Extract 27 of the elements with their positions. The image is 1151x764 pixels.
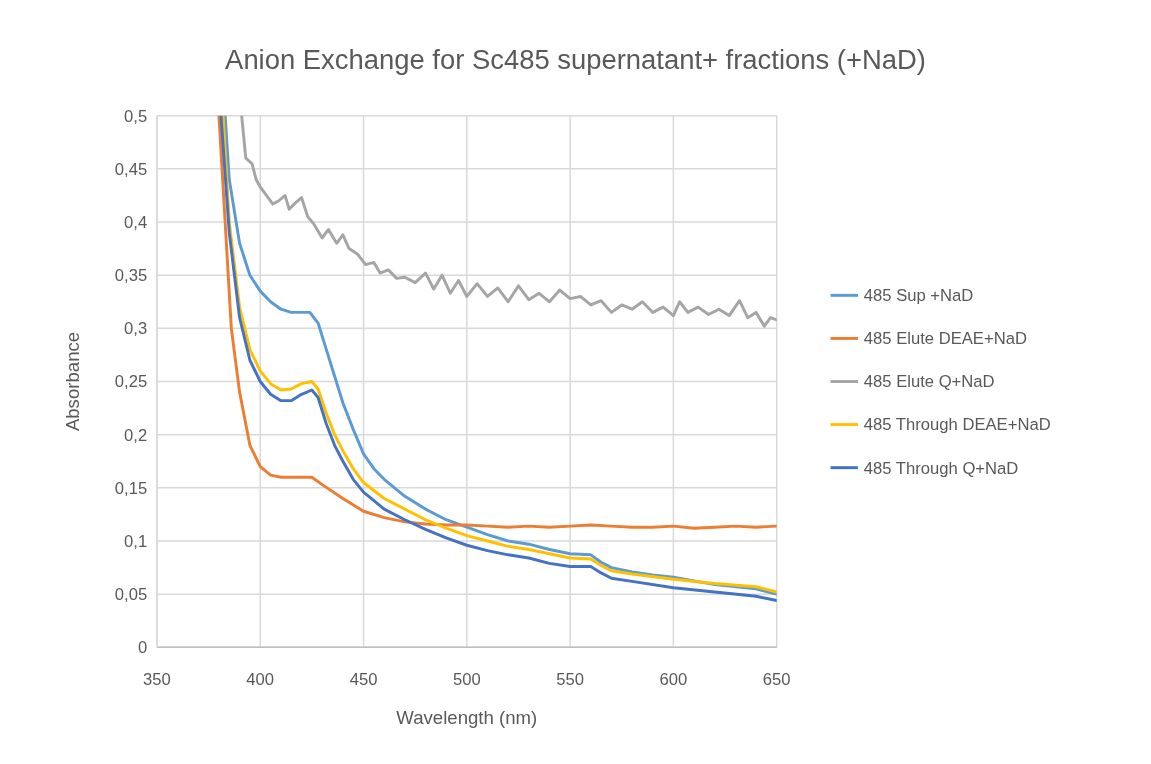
y-tick-label: 0,4 [124, 212, 148, 232]
y-tick-label: 0,05 [114, 585, 148, 605]
x-tick-label: 550 [556, 669, 584, 689]
y-tick-label: 0,2 [124, 425, 148, 445]
x-tick-label: 500 [452, 669, 481, 689]
legend-label: 485 Elute DEAE+NaD [863, 329, 1027, 349]
y-tick-label: 0,3 [124, 319, 148, 339]
x-tick-label: 450 [349, 669, 378, 689]
y-tick-label: 0,45 [114, 159, 148, 179]
y-tick-label: 0,5 [124, 106, 148, 126]
x-tick-label: 350 [143, 669, 171, 689]
y-tick-label: 0,1 [124, 531, 148, 551]
y-tick-label: 0,35 [114, 266, 148, 286]
x-tick-label: 400 [246, 669, 275, 689]
x-tick-label: 650 [762, 669, 791, 689]
y-tick-label: 0 [137, 638, 148, 658]
legend-label: 485 Sup +NaD [863, 286, 974, 306]
legend-label: 485 Through Q+NaD [863, 458, 1019, 478]
legend-label: 485 Elute Q+NaD [863, 372, 995, 392]
legend-label: 485 Through DEAE+NaD [863, 415, 1051, 435]
y-tick-label: 0,25 [114, 372, 148, 392]
x-tick-label: 600 [659, 669, 688, 689]
y-axis-title: Absorbance [61, 331, 83, 432]
y-tick-label: 0,15 [114, 478, 148, 498]
line-series [240, 115, 777, 328]
x-axis-title: Wavelength (nm) [396, 706, 538, 728]
chart-title: Anion Exchange for Sc485 supernatant+ fractions (+NaD) [225, 43, 926, 75]
